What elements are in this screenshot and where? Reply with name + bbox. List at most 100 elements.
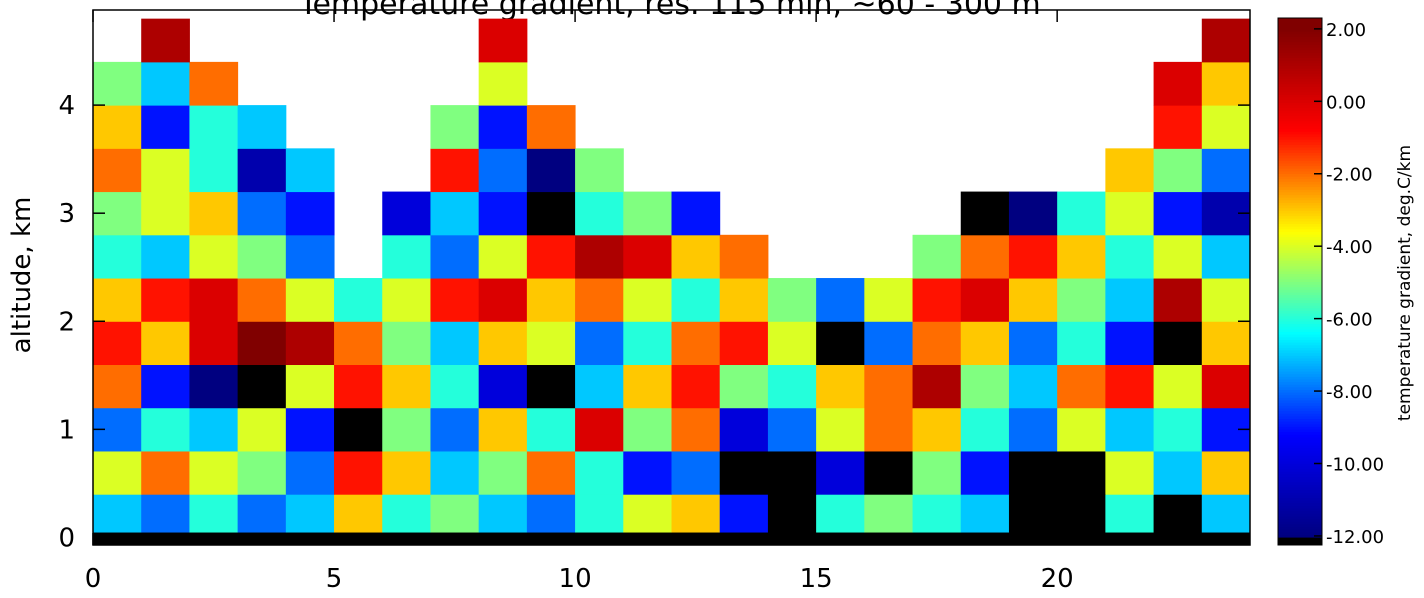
colorbar-segment — [1278, 255, 1322, 259]
colorbar-segment — [1278, 155, 1322, 159]
heatmap-cell — [816, 278, 865, 322]
heatmap-cell — [285, 364, 335, 409]
colorbar-segment — [1278, 339, 1322, 343]
colorbar-segment — [1278, 20, 1322, 24]
heatmap-cell — [1057, 191, 1106, 236]
colorbar-segment — [1278, 394, 1322, 398]
colorbar-label: temperature gradient, deg.C/km — [1395, 145, 1415, 421]
heatmap-cell — [285, 532, 335, 546]
colorbar-segment — [1278, 25, 1322, 30]
heatmap-cell — [526, 364, 576, 409]
heatmap-cell — [430, 494, 480, 533]
chart-title: Temperature gradient, res. 115 min, ~60 … — [298, 0, 1041, 22]
colorbar-segment — [1278, 534, 1322, 538]
colorbar-segment — [1278, 442, 1322, 446]
heatmap-cell — [1153, 532, 1203, 546]
heatmap-cell — [575, 364, 624, 409]
colorbar-segment — [1278, 363, 1322, 367]
heatmap-cell — [285, 321, 335, 366]
colorbar-segment — [1278, 273, 1322, 277]
colorbar-segment — [1278, 452, 1322, 456]
colorbar-segment — [1278, 123, 1322, 127]
colorbar-segment — [1278, 23, 1322, 27]
heatmap-cell — [864, 321, 914, 366]
heatmap-cell — [237, 321, 287, 366]
heatmap-cell — [478, 191, 528, 236]
colorbar-segment — [1278, 249, 1322, 254]
heatmap-cell — [671, 191, 721, 236]
heatmap-cell — [189, 278, 239, 322]
heatmap-cell — [430, 407, 480, 452]
colorbar-segment — [1278, 75, 1322, 80]
heatmap-cell — [93, 278, 142, 322]
heatmap-cell — [1153, 278, 1203, 322]
colorbar-segment — [1278, 236, 1322, 240]
colorbar-segment — [1278, 371, 1322, 375]
heatmap-cell — [285, 148, 335, 193]
x-tick-label: 5 — [326, 564, 343, 594]
colorbar-segment — [1278, 186, 1322, 190]
heatmap-cell — [767, 278, 817, 322]
heatmap-cell — [141, 532, 190, 546]
colorbar-tick-label: 0.00 — [1326, 92, 1366, 113]
colorbar-segment — [1278, 350, 1322, 354]
y-tick-label: 0 — [58, 523, 75, 553]
heatmap-cell — [671, 364, 721, 409]
colorbar-segment — [1278, 252, 1322, 256]
colorbar-segment — [1278, 502, 1322, 506]
colorbar-tick-label: -8.00 — [1326, 382, 1373, 403]
colorbar-segment — [1278, 328, 1322, 333]
colorbar-segment — [1278, 218, 1322, 222]
colorbar-segment — [1278, 78, 1322, 82]
heatmap-cell — [526, 191, 576, 236]
colorbar-segment — [1278, 286, 1322, 290]
heatmap-cell — [382, 450, 431, 495]
heatmap-cell — [478, 18, 528, 63]
heatmap-cell — [430, 364, 480, 409]
heatmap-cell — [912, 278, 962, 322]
heatmap-cell — [237, 278, 287, 322]
heatmap-cell — [912, 407, 962, 452]
heatmap-cell — [1153, 407, 1203, 452]
heatmap-cell — [1008, 450, 1058, 495]
heatmap-cell — [912, 532, 962, 546]
colorbar-segment — [1278, 65, 1322, 69]
heatmap-cell — [382, 191, 431, 236]
heatmap-cell — [623, 234, 672, 279]
colorbar-segment — [1278, 465, 1322, 470]
colorbar-segment — [1278, 136, 1322, 140]
heatmap-cell — [141, 494, 190, 533]
heatmap-cell — [864, 407, 914, 452]
colorbar-segment — [1278, 260, 1322, 264]
colorbar-tick-label: -6.00 — [1326, 310, 1373, 331]
x-tick-label: 20 — [1041, 564, 1074, 594]
heatmap-cell — [1153, 234, 1203, 279]
heatmap-cell — [478, 61, 528, 106]
heatmap-cell — [623, 191, 672, 236]
colorbar-segment — [1278, 68, 1322, 72]
heatmap-cell — [237, 407, 287, 452]
colorbar-segment — [1278, 226, 1322, 230]
y-tick-label: 1 — [58, 415, 75, 445]
colorbar-segment — [1278, 479, 1322, 483]
colorbar-segment — [1278, 205, 1322, 209]
heatmap-cell — [189, 364, 239, 409]
colorbar-segment — [1278, 292, 1322, 296]
colorbar-segment — [1278, 305, 1322, 309]
heatmap-cell — [334, 450, 383, 495]
heatmap-cell — [430, 105, 480, 149]
colorbar-segment — [1278, 60, 1322, 64]
heatmap-cell — [93, 364, 142, 409]
heatmap-cell — [623, 321, 672, 366]
heatmap-cell — [767, 450, 817, 495]
colorbar-segment — [1278, 471, 1322, 475]
heatmap-cell — [1057, 407, 1106, 452]
colorbar-segment — [1278, 173, 1322, 177]
heatmap-cell — [478, 494, 528, 533]
colorbar-segment — [1278, 294, 1322, 298]
colorbar-segment — [1278, 365, 1322, 369]
heatmap-cell — [1153, 494, 1203, 533]
colorbar-segment — [1278, 334, 1322, 338]
colorbar-segment — [1278, 529, 1322, 533]
colorbar-segment — [1278, 81, 1322, 85]
